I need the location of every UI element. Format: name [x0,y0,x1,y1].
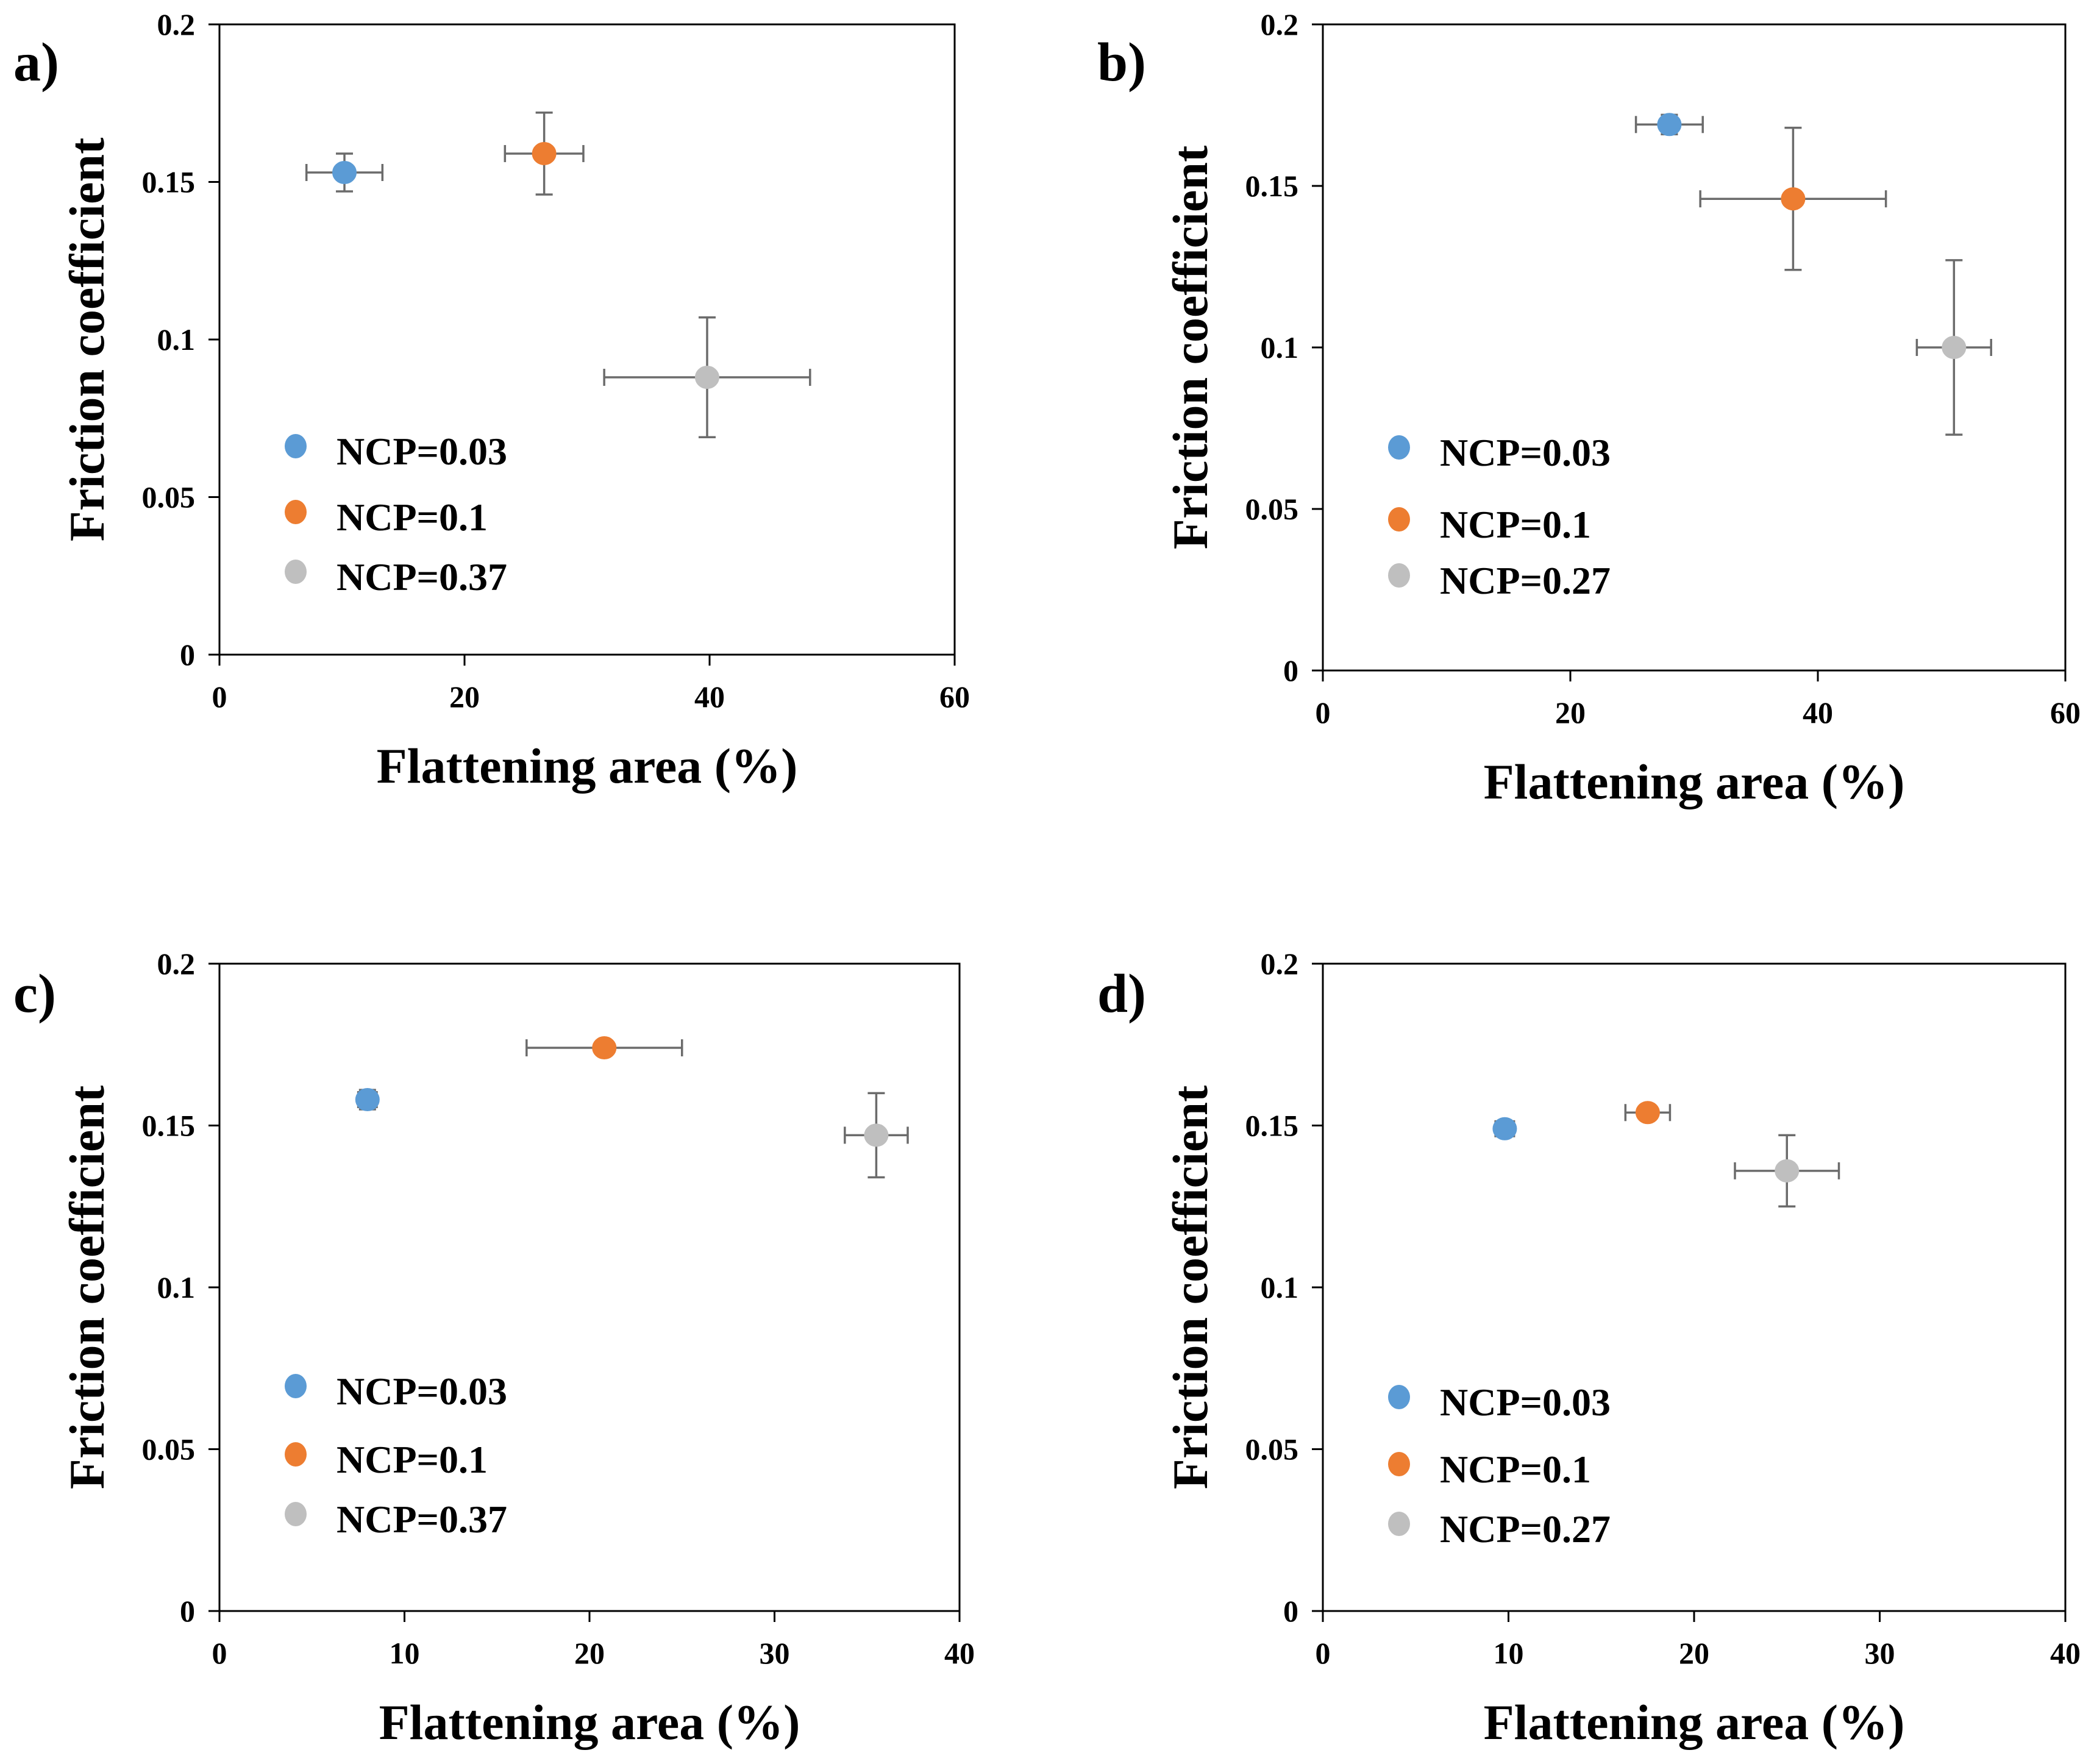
x-tick-label: 0 [1316,1636,1331,1670]
x-tick-label: 20 [574,1636,605,1670]
data-point[interactable] [864,1123,889,1147]
data-point[interactable] [1635,1101,1660,1125]
x-tick-label: 10 [1494,1636,1524,1670]
y-tick-label: 0.05 [142,1432,196,1467]
panel-b: b) 0 0.05 0.1 0.15 0.2 0 20 40 60 Flattening area … [1097,7,2081,809]
y-tick-label: 0.05 [1245,492,1299,526]
data-point[interactable] [1942,336,1967,359]
y-tick-label: 0.1 [1261,330,1299,365]
panel-a: a) 0 0.05 0.1 0.15 0.2 0 20 40 60 Flattening area … [13,7,970,794]
x-tick-label: 40 [1803,695,1833,730]
y-tick-label: 0 [1283,1594,1298,1628]
y-tick-label: 0 [180,638,195,672]
legend-label: NCP=0.1 [337,1438,488,1481]
y-tick-label: 0.15 [1245,169,1299,203]
legend-marker [1388,563,1410,588]
x-tick-label: 10 [390,1636,420,1670]
legend-marker [285,1374,307,1398]
x-tick-label: 30 [760,1636,790,1670]
legend-label: NCP=0.1 [1440,503,1591,546]
legend-marker [285,1442,307,1467]
x-tick-label: 40 [2050,1636,2081,1670]
x-tick-label: 20 [449,680,480,714]
panel-d: d) 0 0.05 0.1 0.15 0.2 0 10 20 30 40 Flattening are… [1097,947,2081,1750]
y-axis-title: Friction coefficient [59,138,115,542]
data-point[interactable] [1775,1159,1800,1183]
x-tick-label: 0 [212,680,227,714]
data-point[interactable] [532,141,557,165]
y-tick-label: 0.05 [1245,1432,1299,1467]
x-tick-label: 60 [939,680,970,714]
data-point[interactable] [592,1036,617,1060]
x-tick-label: 0 [1316,695,1331,730]
legend-marker [285,500,307,524]
legend-marker [1388,1385,1410,1409]
legend-marker [1388,1512,1410,1536]
plot-frame [218,23,956,656]
y-tick-label: 0 [180,1594,195,1628]
y-tick-label: 0.1 [157,322,196,357]
x-axis-title: Flattening area (%) [1484,1695,1905,1750]
legend-label: NCP=0.03 [1440,1381,1611,1424]
panel-label: c) [13,964,56,1024]
legend-label: NCP=0.03 [1440,431,1611,474]
legend-label: NCP=0.03 [337,430,507,473]
legend-label: NCP=0.37 [337,1498,507,1541]
x-tick-label: 30 [1865,1636,1895,1670]
data-point[interactable] [1781,187,1806,211]
panel-label: d) [1097,964,1146,1024]
panel-label: b) [1097,32,1146,93]
legend-marker [285,1502,307,1526]
x-tick-label: 20 [1679,1636,1709,1670]
legend-marker [1388,435,1410,460]
x-axis-title: Flattening area (%) [379,1695,800,1750]
legend-label: NCP=0.1 [1440,1448,1591,1491]
y-tick-label: 0.15 [142,165,196,199]
y-tick-label: 0.15 [142,1109,196,1143]
legend-label: NCP=0.1 [337,496,488,539]
legend-marker [1388,1452,1410,1476]
x-axis-title: Flattening area (%) [377,738,798,794]
panel-label: a) [13,32,59,93]
legend-marker [285,560,307,584]
x-tick-label: 40 [944,1636,975,1670]
y-tick-label: 0.1 [1261,1270,1299,1304]
x-tick-label: 20 [1555,695,1586,730]
y-tick-label: 0.15 [1245,1109,1299,1143]
legend-label: NCP=0.27 [1440,1507,1611,1551]
x-tick-label: 0 [212,1636,227,1670]
data-point[interactable] [694,366,719,389]
legend-marker [1388,507,1410,532]
legend-marker [285,434,307,458]
y-tick-label: 0.1 [157,1270,196,1304]
legend-label: NCP=0.03 [337,1370,507,1413]
y-axis-title: Friction coefficient [59,1086,115,1490]
y-tick-label: 0.2 [1261,947,1299,981]
y-tick-label: 0.2 [157,7,196,41]
legend-label: NCP=0.37 [337,555,507,599]
x-tick-label: 60 [2050,695,2081,730]
x-tick-label: 40 [694,680,725,714]
data-point[interactable] [355,1088,380,1112]
data-point[interactable] [332,160,357,184]
data-point[interactable] [1657,113,1682,137]
panel-c: c) 0 0.05 0.1 0.15 0.2 0 10 20 30 40 Flattening are… [13,947,975,1750]
y-tick-label: 0.05 [142,480,196,514]
plot-frame [1322,962,2067,1612]
y-axis-title: Friction coefficient [1163,146,1218,550]
plot-frame [218,962,961,1612]
y-tick-label: 0 [1283,653,1298,688]
y-tick-label: 0.2 [157,947,196,981]
y-tick-label: 0.2 [1261,7,1299,41]
data-point[interactable] [1492,1117,1517,1140]
legend-label: NCP=0.27 [1440,559,1611,602]
x-axis-title: Flattening area (%) [1484,754,1905,809]
y-axis-title: Friction coefficient [1163,1086,1218,1490]
